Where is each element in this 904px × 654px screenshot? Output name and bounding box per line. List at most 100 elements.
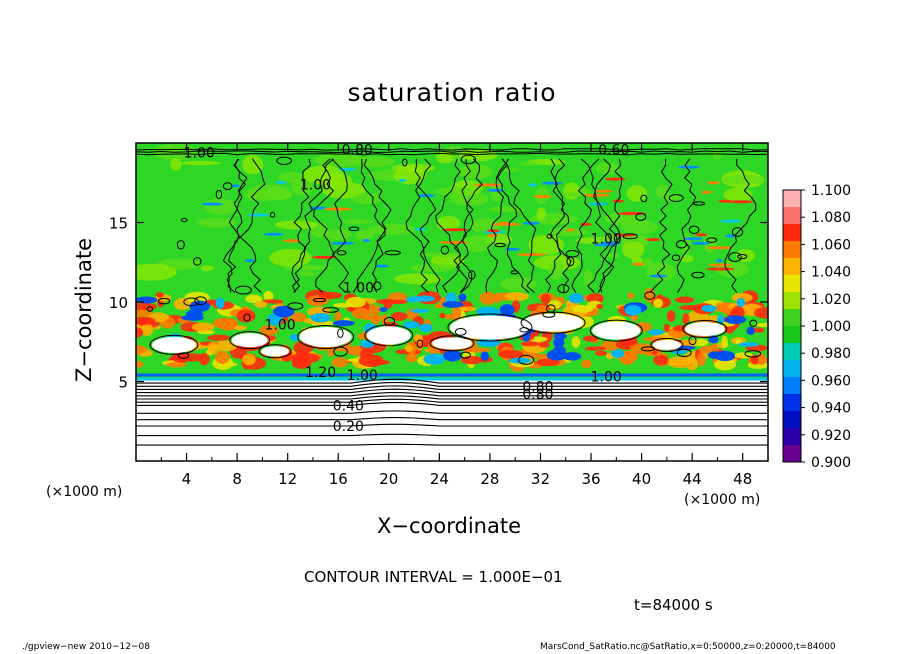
colorbar-segment	[783, 411, 801, 429]
contour-line	[136, 417, 768, 421]
field-band-blob	[562, 352, 582, 361]
contour-line	[501, 158, 537, 293]
field-band-blob	[310, 312, 331, 323]
field-patch	[299, 270, 316, 277]
x-tick-label: 24	[430, 470, 449, 488]
contour-loop	[728, 252, 742, 262]
field-patch	[436, 150, 454, 164]
contour-line	[352, 158, 386, 293]
field-band-blob	[696, 352, 706, 367]
field-streak	[247, 213, 270, 217]
field-streak	[604, 177, 626, 181]
field-band-blob	[753, 307, 768, 319]
field-band-blob	[263, 290, 274, 302]
contour-loop	[146, 306, 154, 312]
field-band-blob	[497, 349, 524, 359]
contour-line	[587, 158, 623, 293]
field-band-blob	[419, 323, 433, 333]
chart-title: saturation ratio	[347, 78, 557, 107]
field-band-blob	[405, 354, 418, 363]
field-patch	[631, 256, 643, 265]
field-band-blob	[345, 296, 366, 308]
contour-loop	[222, 182, 233, 191]
field-patch	[242, 155, 264, 175]
contour-line	[222, 158, 248, 293]
contour-line	[331, 158, 349, 293]
field-patch	[313, 153, 363, 167]
field-band-blob	[477, 338, 501, 347]
field-band-blob	[736, 297, 745, 307]
field-streak	[705, 267, 735, 271]
field-band-blob	[136, 309, 153, 317]
x-tick-label: 12	[278, 470, 297, 488]
contour-line	[136, 423, 768, 427]
field-band-blob	[334, 311, 342, 321]
field-streak	[705, 246, 734, 250]
contour-loop	[494, 242, 506, 248]
field-band-blob	[714, 350, 736, 362]
contour-label: 1.00	[300, 177, 331, 193]
field-band-blob	[155, 292, 164, 298]
contour-line	[580, 158, 621, 293]
field-band-blob	[494, 292, 501, 304]
contour-label: 0.80	[342, 142, 373, 158]
field-patch	[409, 263, 455, 273]
field-patch	[324, 228, 352, 240]
field-band-blob	[682, 313, 690, 325]
colorbar-segment	[783, 275, 801, 293]
colorbar: 1.100 1.080 1.060 1.040 1.020 1.000 0.980 0.960…	[782, 183, 851, 471]
field-band-blob	[289, 312, 307, 323]
footer-right: MarsCond_SatRatio.nc@SatRatio,x=0:50000,…	[540, 642, 836, 652]
field-patch	[680, 255, 694, 263]
colorbar-segment	[783, 326, 801, 344]
contour-loop	[682, 320, 728, 339]
contour-loop	[668, 194, 684, 202]
colorbar-segment	[783, 292, 801, 310]
field-band-blob	[405, 296, 422, 303]
field-band-blob	[458, 293, 467, 302]
field-band-blob	[504, 292, 529, 301]
field-patch	[196, 217, 237, 228]
field-streak	[474, 183, 502, 187]
field-band-blob	[651, 350, 658, 355]
contour-loop	[364, 324, 414, 347]
colorbar-segment	[783, 241, 801, 259]
field-patch	[200, 265, 215, 272]
contour-loop	[416, 339, 424, 348]
contour-loop	[447, 313, 533, 342]
contour-line	[676, 158, 697, 293]
contour-loop	[193, 257, 202, 266]
field-band-blob	[553, 345, 566, 356]
x-tick-label: 36	[581, 470, 600, 488]
contour-line	[724, 158, 757, 293]
contour-loop	[565, 249, 580, 258]
field-patch	[519, 161, 537, 167]
field-base-layer	[136, 377, 768, 381]
field-white-blob	[366, 326, 411, 345]
contour-loop	[276, 156, 292, 165]
contour-loop	[737, 254, 748, 260]
field-band-blob	[731, 292, 753, 303]
contour-loop	[454, 327, 467, 336]
field-white-blob	[523, 313, 584, 332]
contour-line	[291, 158, 334, 293]
contour-label: 0.60	[598, 142, 629, 158]
field-band-blob	[273, 305, 295, 318]
field-patch	[434, 187, 475, 196]
field-band-blob	[656, 294, 663, 300]
field-patch	[269, 248, 312, 267]
field-band-blob	[309, 300, 325, 306]
field-band-blob	[136, 316, 156, 325]
field-band-blob	[672, 325, 689, 332]
field-band-blob	[259, 325, 279, 336]
contour-loop	[234, 285, 252, 295]
field-band-blob	[331, 357, 349, 368]
field-streak	[263, 232, 284, 236]
contour-loop	[194, 296, 207, 306]
contour-line	[435, 158, 473, 293]
field-patch	[351, 192, 382, 205]
field-lower-region	[136, 379, 768, 461]
field-band-blob	[233, 325, 247, 331]
field-band-blob	[663, 323, 670, 333]
field-band-blob	[692, 338, 709, 347]
